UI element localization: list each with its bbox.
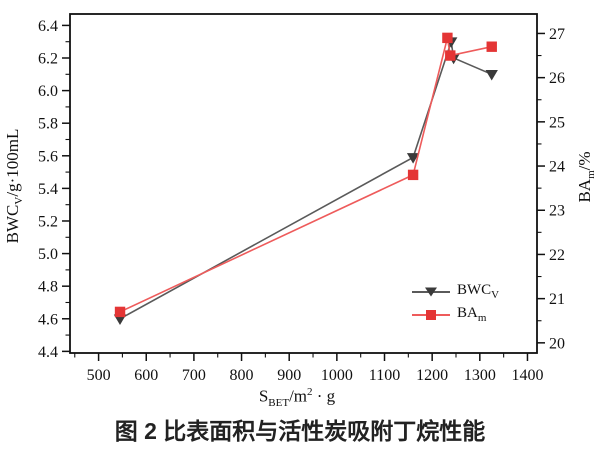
svg-text:1400: 1400 — [511, 367, 543, 384]
svg-text:5.2: 5.2 — [38, 213, 58, 230]
y-axis-label-left: BWCV/g·100mL — [2, 128, 26, 244]
legend-label-bwcv: BWCV — [457, 282, 500, 301]
svg-text:900: 900 — [277, 367, 301, 384]
svg-text:26: 26 — [549, 70, 565, 87]
svg-text:500: 500 — [87, 367, 111, 384]
svg-text:1300: 1300 — [464, 367, 496, 384]
svg-text:25: 25 — [549, 114, 565, 131]
legend-line-bam — [412, 309, 450, 320]
svg-text:1100: 1100 — [369, 367, 400, 384]
svg-text:6.4: 6.4 — [38, 18, 58, 35]
svg-text:4.4: 4.4 — [38, 344, 58, 361]
legend: BWCV BAm — [412, 280, 499, 326]
svg-text:600: 600 — [134, 367, 158, 384]
svg-text:21: 21 — [549, 291, 565, 308]
svg-text:1200: 1200 — [416, 367, 448, 384]
svg-text:5.8: 5.8 — [38, 116, 58, 133]
svg-text:5.4: 5.4 — [38, 181, 58, 198]
svg-text:1000: 1000 — [321, 367, 353, 384]
svg-text:5.0: 5.0 — [38, 246, 58, 263]
svg-text:4.8: 4.8 — [38, 279, 58, 296]
y-axis-label-right: BAm/% — [574, 151, 598, 203]
legend-label-bam: BAm — [457, 305, 487, 324]
svg-text:27: 27 — [549, 26, 565, 43]
svg-text:5.6: 5.6 — [38, 148, 58, 165]
svg-text:700: 700 — [182, 367, 206, 384]
triangle-down-marker-icon — [425, 287, 437, 296]
svg-text:22: 22 — [549, 247, 565, 264]
svg-text:6.2: 6.2 — [38, 51, 58, 68]
svg-text:20: 20 — [549, 335, 565, 352]
square-marker-icon — [426, 309, 436, 320]
figure-caption: 图 2 比表面积与活性炭吸附丁烷性能 — [114, 418, 486, 444]
svg-text:4.6: 4.6 — [38, 311, 58, 328]
legend-item-bwcv: BWCV — [412, 280, 499, 303]
svg-text:800: 800 — [230, 367, 254, 384]
legend-line-bwcv — [412, 287, 450, 296]
svg-text:23: 23 — [549, 203, 565, 220]
legend-item-bam: BAm — [412, 303, 499, 326]
svg-text:24: 24 — [549, 159, 565, 176]
svg-text:6.0: 6.0 — [38, 83, 58, 100]
x-axis-label: SBET/m2 · g — [258, 386, 336, 410]
